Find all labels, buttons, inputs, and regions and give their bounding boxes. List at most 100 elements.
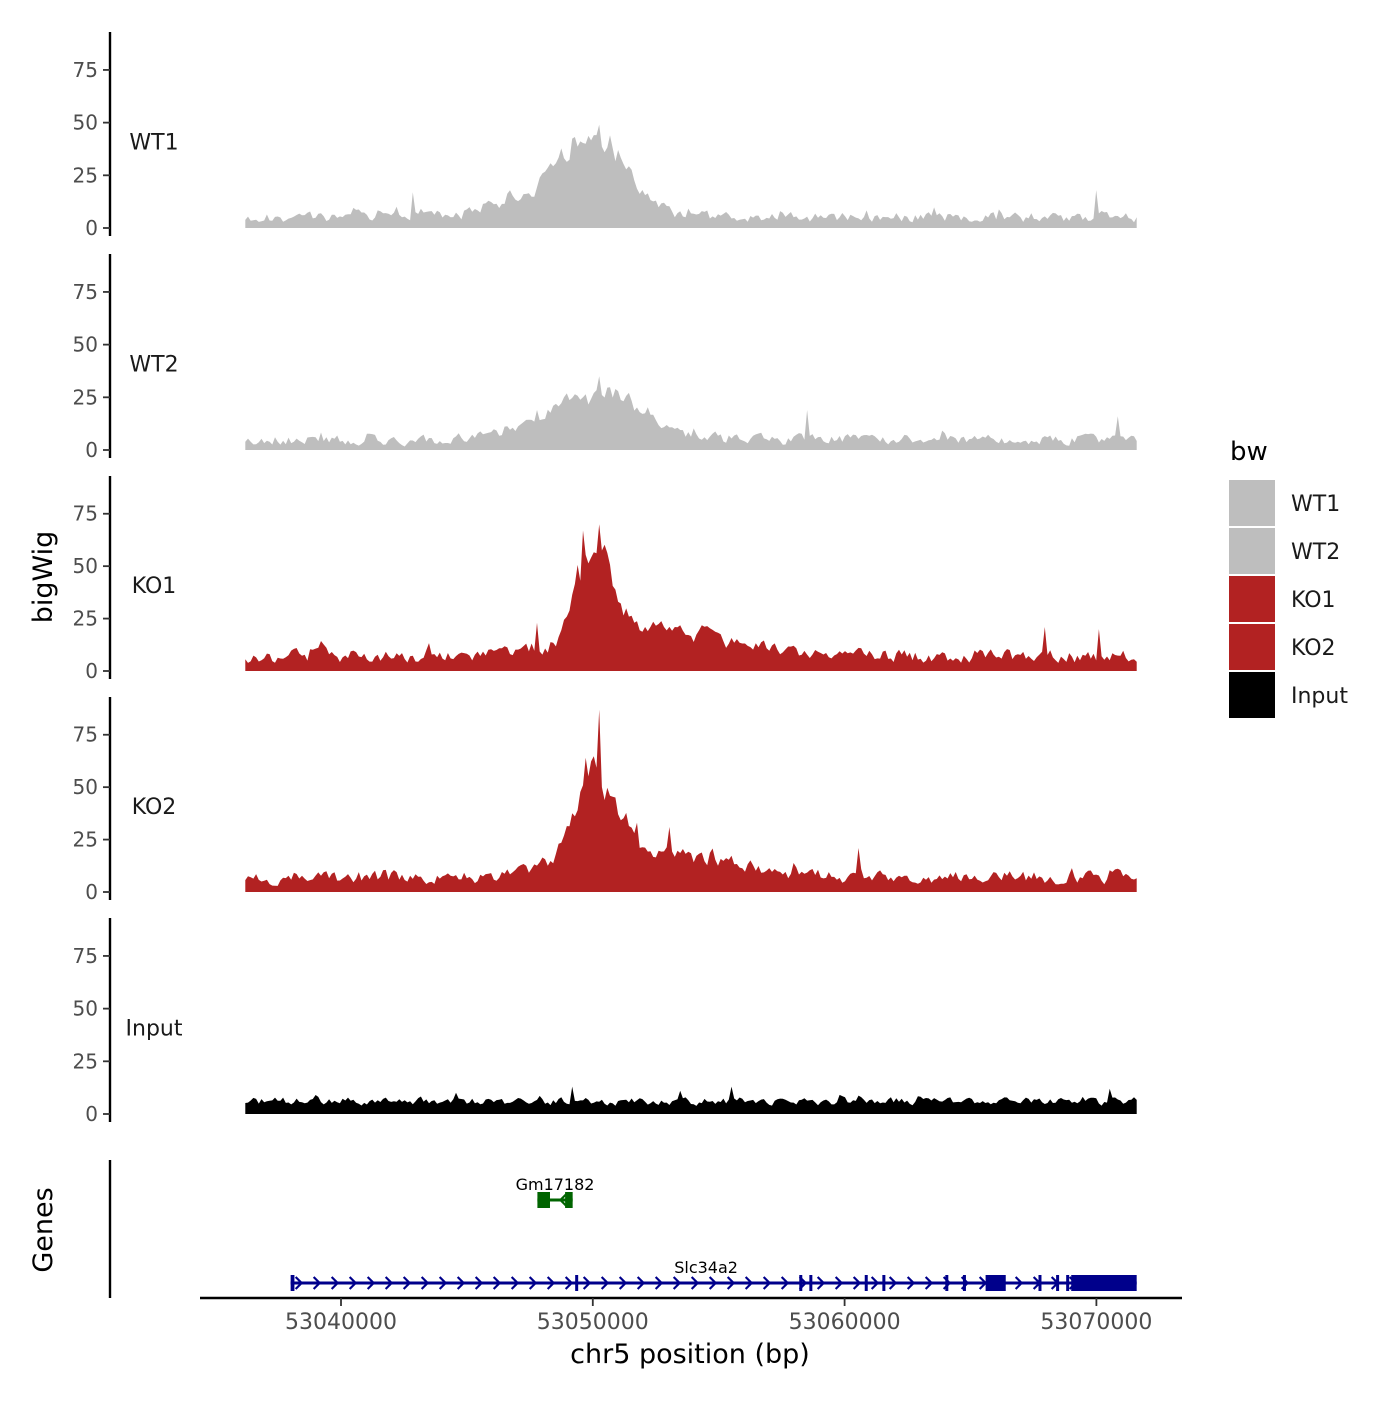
gene-exon [1066,1275,1070,1291]
gene-strand-arrow [564,1276,574,1290]
coverage-area-wt1 [245,124,1137,228]
gene-strand-arrow [870,1276,880,1290]
gene-strand-arrow [618,1276,628,1290]
y-tick-label: 75 [73,58,98,82]
panel-label-ko2: KO2 [132,795,177,820]
gene-strand-arrow [582,1276,592,1290]
gene-strand-arrow [402,1276,412,1290]
panel-label-wt2: WT2 [129,353,178,378]
coverage-area-wt2 [245,376,1137,450]
legend-label-input: Input [1291,684,1348,709]
y-tick-label: 25 [73,828,98,852]
gene-strand-arrow [558,1193,568,1207]
y-tick-label: 0 [85,216,98,240]
gene-strand-arrow [366,1276,376,1290]
gene-strand-arrow [510,1276,520,1290]
gene-exon [1056,1275,1060,1291]
gene-strand-arrow [726,1276,736,1290]
y-tick-label: 25 [73,385,98,409]
gene-strand-arrow [708,1276,718,1290]
legend-key-wt2 [1229,528,1275,574]
legend-label-ko1: KO1 [1291,588,1336,613]
gene-strand-arrow [906,1276,916,1290]
gene-strand-arrow [600,1276,610,1290]
gene-slc34a2: Slc34a2 [290,1258,1137,1291]
y-tick-label: 25 [73,1049,98,1073]
gene-strand-arrow [780,1276,790,1290]
legend-key-ko2 [1229,624,1275,670]
x-tick-label: 53040000 [285,1310,397,1335]
gene-strand-arrow [654,1276,664,1290]
y-tick-label: 50 [73,554,98,578]
gene-strand-arrow [762,1276,772,1290]
y-tick-label: 25 [73,607,98,631]
track-wt2: 0 25 50 75 WT2 [73,254,1137,462]
y-tick-label: 75 [73,944,98,968]
gene-strand-arrow [330,1276,340,1290]
legend-key-wt1 [1229,480,1275,526]
genes-axis-title: Genes [28,1187,59,1272]
track-ko1: 0 25 50 75 KO1 [73,476,1137,683]
x-tick-label: 53050000 [537,1310,649,1335]
x-tick-label: 53070000 [1040,1310,1152,1335]
gene-exon [864,1275,868,1291]
legend-label-ko2: KO2 [1291,636,1336,661]
gene-strand-arrow [834,1276,844,1290]
gene-exon [575,1275,579,1291]
legend-key-ko1 [1229,576,1275,622]
gene-label: Gm17182 [516,1175,595,1194]
gene-strand-arrow [852,1276,862,1290]
y-tick-label: 50 [73,111,98,135]
y-tick-label: 50 [73,775,98,799]
legend: bw WT1 WT2 KO1 KO2 Input [1229,437,1348,718]
legend-title: bw [1230,437,1268,467]
coverage-area-ko1 [245,524,1137,671]
y-tick-label: 50 [73,333,98,357]
track-wt1: 0 25 50 75 WT1 [73,32,1137,240]
gene-strand-arrow [1014,1276,1024,1290]
gene-gm17182: Gm17182 [516,1175,595,1208]
gene-exon [809,1275,813,1291]
gene-strand-arrow [492,1276,502,1290]
gene-exon [962,1275,966,1291]
coverage-area-ko2 [245,709,1137,892]
gene-strand-arrow [420,1276,430,1290]
gene-strand-arrow [312,1276,322,1290]
gene-strand-arrow [744,1276,754,1290]
gene-strand-arrow [474,1276,484,1290]
y-axis-title: bigWig [28,531,59,624]
legend-label-wt2: WT2 [1291,540,1340,565]
gene-strand-arrow [438,1276,448,1290]
gene-exon [799,1275,803,1291]
tracks-layer: 0 25 50 75 WT1 0 25 50 75 WT2 0 25 50 75 KO1 0 25 50 75 KO2… [73,32,1137,1126]
panel-label-input: Input [126,1017,183,1042]
x-axis: 53040000 53050000 53060000 53070000 [200,1296,1182,1335]
gene-label: Slc34a2 [674,1258,738,1277]
gene-exon [945,1275,949,1291]
panel-label-wt1: WT1 [129,131,178,156]
gene-strand-arrow [546,1276,556,1290]
gene-strand-arrow [456,1276,466,1290]
legend-label-wt1: WT1 [1291,492,1340,517]
genes-layer: Gm17182 Slc34a2 [108,1160,1137,1298]
track-ko2: 0 25 50 75 KO2 [73,697,1137,904]
gene-strand-arrow [528,1276,538,1290]
gene-strand-arrow [348,1276,358,1290]
gene-exon [985,1275,1006,1291]
coverage-area-input [245,1086,1137,1114]
y-tick-label: 75 [73,723,98,747]
gene-strand-arrow [924,1276,934,1290]
gene-exon [537,1192,550,1208]
x-tick-label: 53060000 [789,1310,901,1335]
y-tick-label: 25 [73,163,98,187]
y-tick-label: 0 [85,880,98,904]
y-tick-label: 0 [85,1102,98,1126]
y-tick-label: 75 [73,280,98,304]
gene-exon [565,1192,573,1208]
legend-key-input [1229,672,1275,718]
track-input: 0 25 50 75 Input [73,918,1137,1126]
gene-strand-arrow [636,1276,646,1290]
gene-strand-arrow [384,1276,394,1290]
